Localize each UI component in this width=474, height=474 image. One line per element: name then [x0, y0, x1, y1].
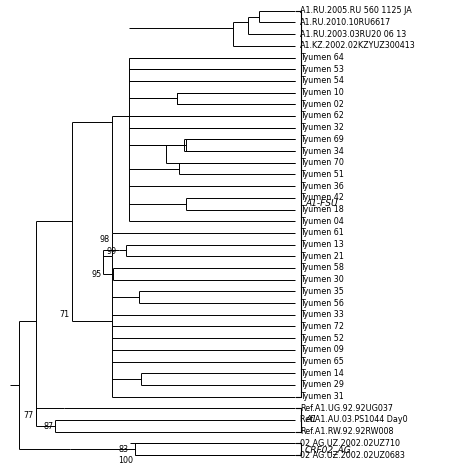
- Text: Tyumen 18: Tyumen 18: [300, 205, 344, 214]
- Text: 02 AG.UZ.2002.02UZ0683: 02 AG.UZ.2002.02UZ0683: [300, 451, 405, 460]
- Text: A1.RU.2010.10RU6617: A1.RU.2010.10RU6617: [300, 18, 392, 27]
- Text: Tyumen 61: Tyumen 61: [300, 228, 344, 237]
- Text: Tyumen 02: Tyumen 02: [300, 100, 344, 109]
- Text: Tyumen 65: Tyumen 65: [300, 357, 344, 366]
- Text: Tyumen 58: Tyumen 58: [300, 264, 344, 273]
- Text: 71: 71: [59, 310, 69, 319]
- Text: 87: 87: [44, 422, 54, 431]
- Text: Tyumen 72: Tyumen 72: [300, 322, 344, 331]
- Text: 100: 100: [118, 456, 133, 465]
- Text: Tyumen 10: Tyumen 10: [300, 88, 344, 97]
- Text: Tyumen 51: Tyumen 51: [300, 170, 344, 179]
- Text: Tyumen 30: Tyumen 30: [300, 275, 344, 284]
- Text: Tyumen 70: Tyumen 70: [300, 158, 344, 167]
- Text: Tyumen 13: Tyumen 13: [300, 240, 344, 249]
- Text: Ref.A1.UG.92.92UG037: Ref.A1.UG.92.92UG037: [300, 404, 393, 413]
- Text: Tyumen 34: Tyumen 34: [300, 146, 344, 155]
- Text: 77: 77: [24, 410, 34, 419]
- Text: Tyumen 56: Tyumen 56: [300, 299, 344, 308]
- Text: Tyumen 21: Tyumen 21: [300, 252, 344, 261]
- Text: Tyumen 53: Tyumen 53: [300, 65, 344, 74]
- Text: Tyumen 09: Tyumen 09: [300, 346, 344, 355]
- Text: Tyumen 29: Tyumen 29: [300, 381, 344, 390]
- Text: Tyumen 33: Tyumen 33: [300, 310, 344, 319]
- Text: Ref.A1.RW.92.92RW008: Ref.A1.RW.92.92RW008: [300, 427, 393, 436]
- Text: 02 AG.UZ.2002.02UZ710: 02 AG.UZ.2002.02UZ710: [300, 439, 400, 448]
- Text: A1.RU.2005.RU 560 1125 JA: A1.RU.2005.RU 560 1125 JA: [300, 6, 412, 15]
- Text: Tyumen 54: Tyumen 54: [300, 76, 344, 85]
- Text: A1: A1: [305, 416, 317, 425]
- Text: CRF02_AG: CRF02_AG: [305, 445, 352, 454]
- Text: A1.KZ.2002.02KZYUZ300413: A1.KZ.2002.02KZYUZ300413: [300, 41, 416, 50]
- Text: 95: 95: [91, 270, 102, 279]
- Text: A1.RU.2003.03RU20 06 13: A1.RU.2003.03RU20 06 13: [300, 30, 406, 38]
- Text: Tyumen 04: Tyumen 04: [300, 217, 344, 226]
- Text: Tyumen 42: Tyumen 42: [300, 193, 344, 202]
- Text: 83: 83: [119, 445, 129, 454]
- Text: A1-FSU: A1-FSU: [305, 199, 337, 208]
- Text: Tyumen 62: Tyumen 62: [300, 111, 344, 120]
- Text: 98: 98: [99, 235, 109, 244]
- Text: Tyumen 32: Tyumen 32: [300, 123, 344, 132]
- Text: Ref.A1.AU.03.PS1044 Day0: Ref.A1.AU.03.PS1044 Day0: [300, 416, 408, 425]
- Text: Tyumen 69: Tyumen 69: [300, 135, 344, 144]
- Text: Tyumen 14: Tyumen 14: [300, 369, 344, 378]
- Text: Tyumen 64: Tyumen 64: [300, 53, 344, 62]
- Text: 99: 99: [107, 247, 117, 256]
- Text: Tyumen 31: Tyumen 31: [300, 392, 344, 401]
- Text: Tyumen 35: Tyumen 35: [300, 287, 344, 296]
- Text: Tyumen 52: Tyumen 52: [300, 334, 344, 343]
- Text: Tyumen 36: Tyumen 36: [300, 182, 344, 191]
